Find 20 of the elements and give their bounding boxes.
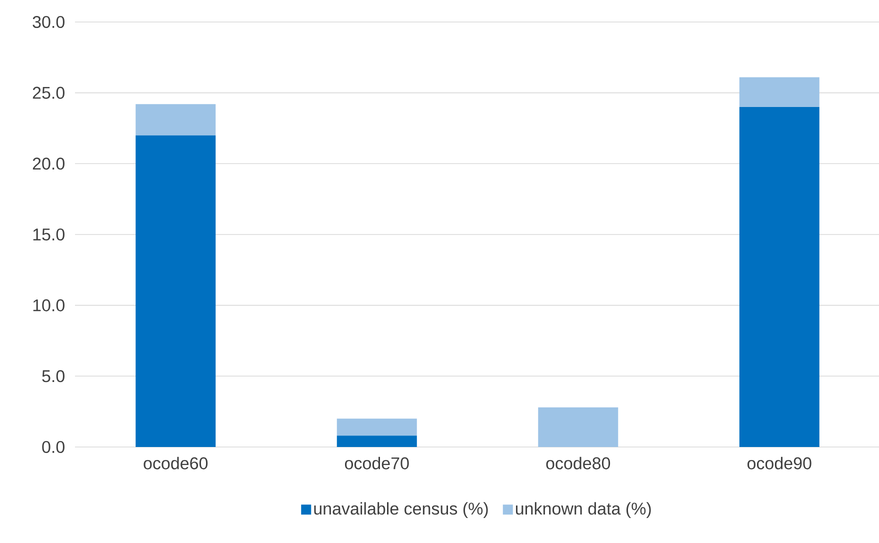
y-tick-label: 30.0 [32, 16, 64, 28]
legend-label: unavailable census (%) [314, 502, 488, 518]
y-tick-label: 0.0 [42, 440, 64, 454]
x-tick-label: ocode90 [747, 456, 812, 470]
x-tick-label: ocode60 [144, 456, 208, 470]
y-tick-label: 25.0 [32, 86, 64, 99]
y-tick-label: 10.0 [33, 299, 64, 312]
y-tick-label: 15.0 [33, 228, 64, 241]
bar [136, 104, 216, 136]
bar [336, 418, 417, 436]
legend-label: unknown data (%) [516, 502, 651, 518]
x-tick-label: ocode70 [344, 456, 409, 470]
y-tick-label: 20.0 [32, 158, 64, 170]
bar [336, 436, 417, 447]
bar [538, 407, 618, 447]
y-tick-label: 5.0 [42, 370, 64, 382]
bar [739, 106, 820, 447]
x-tick-label: ocode80 [546, 456, 610, 470]
bar [739, 77, 820, 107]
bar [136, 135, 216, 447]
